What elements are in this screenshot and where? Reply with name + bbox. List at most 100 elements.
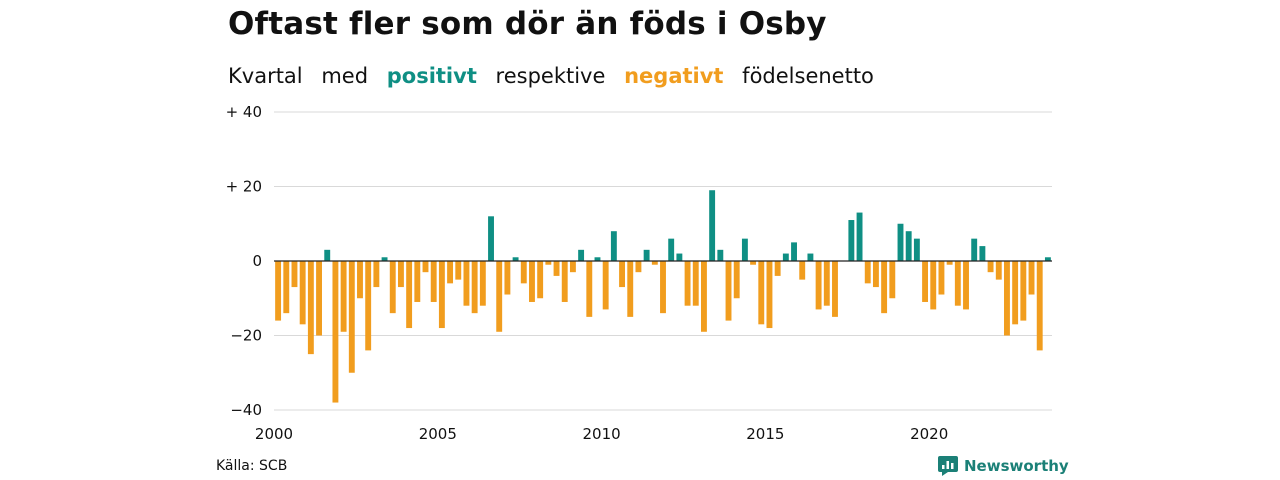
bar-negative: [725, 261, 732, 321]
bar-negative: [602, 261, 609, 310]
bar-negative: [316, 261, 322, 336]
x-tick-label: 2015: [746, 425, 784, 443]
bar-negative: [627, 261, 634, 317]
bar-positive: [905, 231, 912, 261]
bar-negative: [299, 261, 306, 325]
bar-negative: [471, 261, 478, 314]
bar-negative: [864, 261, 871, 284]
bar-negative: [619, 261, 626, 288]
bar-positive: [782, 253, 789, 261]
bar-negative: [1004, 261, 1010, 336]
bar-negative: [930, 261, 937, 310]
bar-positive: [512, 257, 519, 261]
bar-negative: [275, 261, 282, 321]
bar-positive: [594, 257, 601, 261]
bar-negative: [938, 261, 945, 295]
bar-negative: [397, 261, 404, 288]
bar-positive: [971, 238, 978, 261]
bar-negative: [635, 261, 642, 273]
bar-negative: [1028, 261, 1035, 295]
subtitle-word: med: [321, 64, 369, 88]
bar-negative: [815, 261, 822, 310]
bar-negative: [479, 261, 486, 306]
bar-negative: [954, 261, 961, 306]
bar-negative: [430, 261, 437, 302]
subtitle-negative-label: negativt: [624, 64, 724, 88]
bar-negative: [987, 261, 994, 273]
bar-positive: [717, 249, 724, 261]
bar-negative: [586, 261, 593, 317]
bar-positive: [856, 212, 863, 261]
bar-positive: [913, 238, 920, 261]
bar-negative: [389, 261, 396, 314]
x-tick-label: 2010: [582, 425, 620, 443]
bar-negative: [995, 261, 1002, 280]
bar-negative: [561, 261, 568, 302]
y-tick-label: −40: [230, 401, 262, 419]
bar-negative: [1012, 261, 1019, 325]
bar-positive: [578, 249, 585, 261]
bar-negative: [1036, 261, 1043, 351]
subtitle-positive-label: positivt: [386, 64, 477, 88]
bar-negative: [774, 261, 781, 276]
bar-negative: [348, 261, 355, 373]
source-note: Källa: SCB: [216, 458, 288, 474]
bar-negative: [438, 261, 445, 329]
bar-negative: [307, 261, 314, 355]
bar-negative: [496, 261, 503, 332]
bar-negative: [872, 261, 879, 288]
bar-negative: [963, 261, 969, 310]
bar-negative: [799, 261, 806, 280]
bar-negative: [373, 261, 380, 288]
bar-negative: [832, 261, 838, 317]
x-tick-label: 2005: [419, 425, 457, 443]
bar-positive: [643, 249, 650, 261]
bar-negative: [660, 261, 666, 314]
bar-negative: [365, 261, 372, 351]
bar-negative: [651, 261, 658, 265]
bar-positive: [741, 238, 748, 261]
y-tick-label: + 20: [226, 178, 262, 196]
bar-negative: [750, 261, 757, 265]
bar-negative: [692, 261, 699, 306]
bar-negative: [758, 261, 765, 325]
bar-negative: [447, 261, 454, 284]
bar-negative: [766, 261, 773, 329]
bar-positive: [791, 242, 797, 261]
y-tick-label: −20: [230, 327, 262, 345]
bar-negative: [553, 261, 560, 276]
bar-positive: [1044, 257, 1051, 261]
bar-negative: [283, 261, 290, 314]
bar-negative: [332, 261, 339, 403]
bar-negative: [733, 261, 740, 299]
bar-positive: [324, 249, 331, 261]
bar-negative: [946, 261, 953, 265]
newsworthy-logo-icon: [938, 456, 958, 476]
subtitle-word: Kvartal: [228, 64, 303, 88]
bar-negative: [823, 261, 830, 306]
y-tick-label: + 40: [226, 103, 262, 121]
brand-name: Newsworthy: [964, 457, 1069, 475]
bar-negative: [1020, 261, 1027, 321]
bar-negative: [422, 261, 429, 273]
bar-negative: [889, 261, 896, 299]
bar-negative: [414, 261, 421, 302]
bar-negative: [357, 261, 363, 299]
bar-positive: [709, 190, 716, 261]
brand-logo: Newsworthy: [938, 456, 1069, 476]
bar-negative: [455, 261, 462, 280]
bar-negative: [545, 261, 552, 265]
chart-title: Oftast fler som dör än föds i Osby: [228, 6, 827, 42]
bar-positive: [381, 257, 388, 261]
bar-negative: [291, 261, 298, 288]
bar-positive: [488, 216, 494, 261]
bar-negative: [529, 261, 535, 302]
bar-positive: [610, 231, 617, 261]
bar-negative: [340, 261, 347, 332]
bar-negative: [537, 261, 544, 299]
bar-positive: [668, 238, 675, 261]
bar-negative: [684, 261, 691, 306]
bar-negative: [520, 261, 527, 284]
bar-negative: [463, 261, 470, 306]
